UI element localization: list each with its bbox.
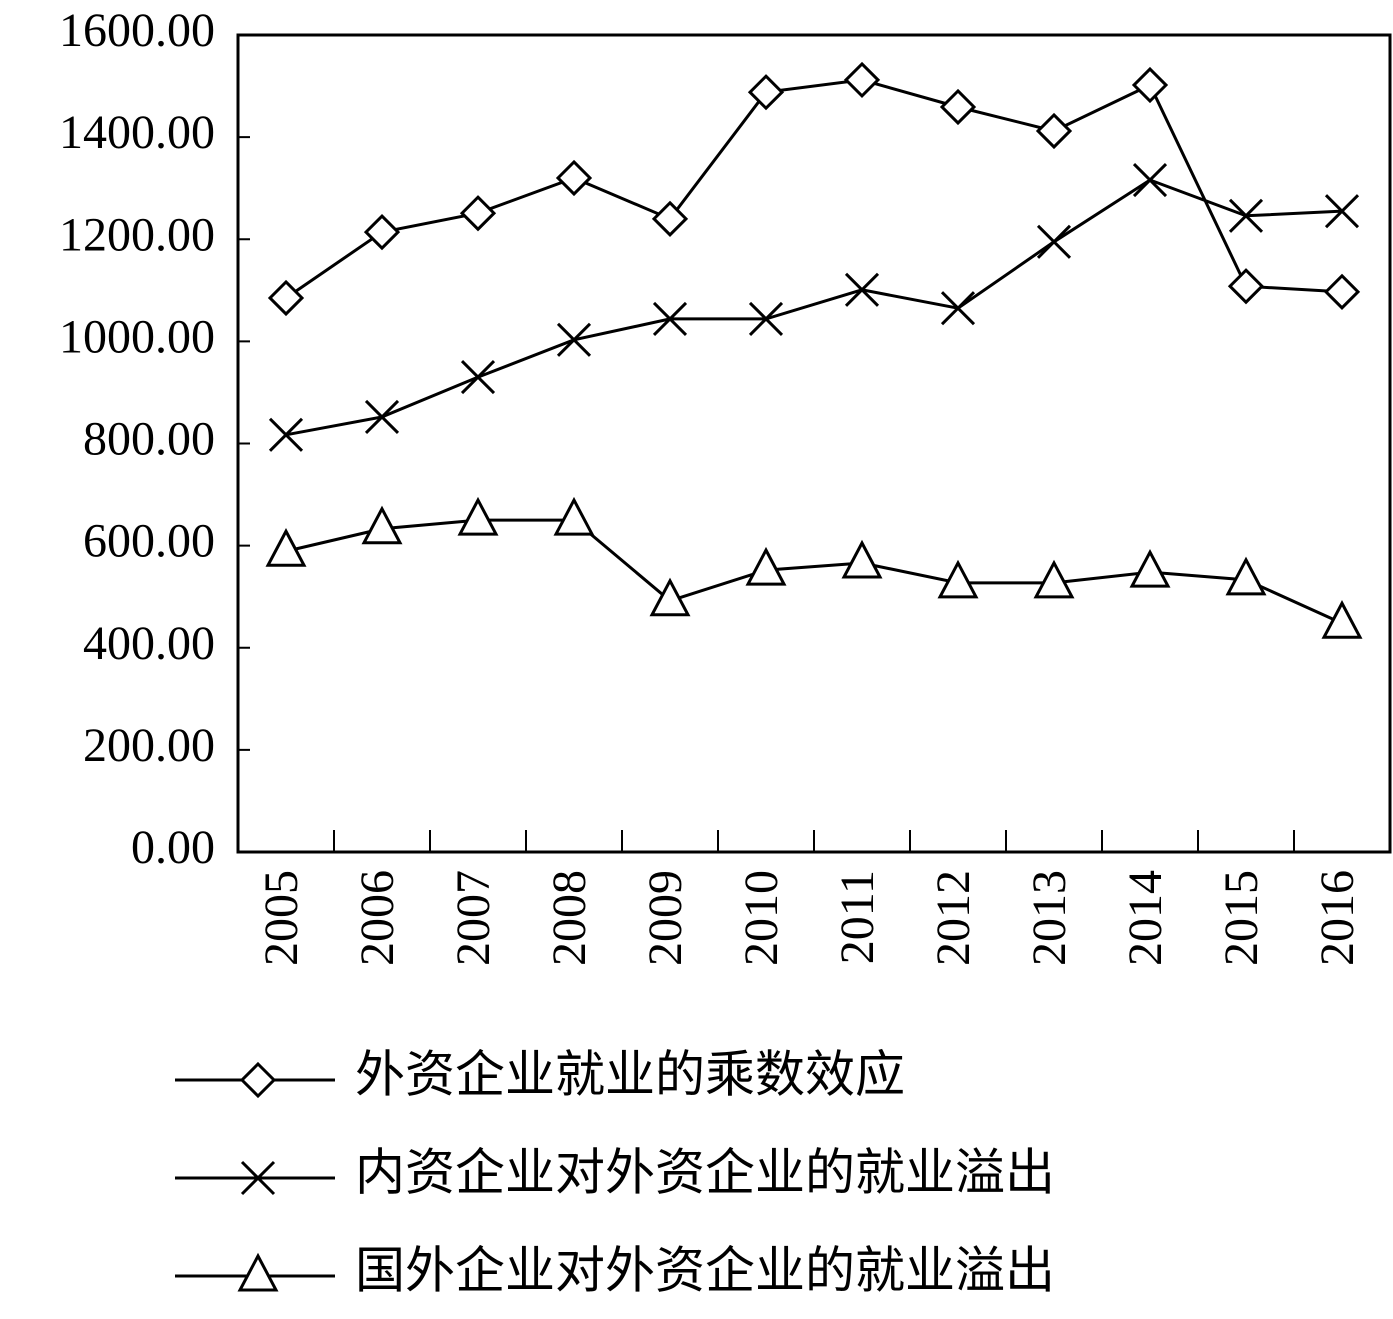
point-marker — [1227, 268, 1265, 305]
point-marker — [363, 213, 401, 251]
x-tick-label: 2013 — [1023, 870, 1076, 966]
legend-marker — [239, 1061, 277, 1099]
point-marker — [748, 301, 784, 336]
legend-marker — [240, 1160, 276, 1196]
series-line — [285, 178, 1343, 437]
x-tick-label: 2009 — [639, 870, 692, 966]
y-tick-label: 600.00 — [83, 515, 215, 568]
y-tick-label: 1600.00 — [59, 4, 215, 57]
x-tick-label: 2012 — [927, 870, 980, 966]
point-marker — [745, 546, 787, 586]
point-marker — [361, 505, 403, 545]
point-marker — [1033, 559, 1075, 599]
point-marker — [1323, 273, 1361, 310]
legend-marker — [237, 1252, 279, 1292]
point-marker — [555, 159, 593, 197]
point-marker — [1129, 548, 1171, 588]
legend-label: 国外企业对外资企业的就业溢出 — [355, 1242, 1055, 1298]
point-marker — [652, 301, 688, 336]
point-marker — [267, 279, 305, 317]
point-marker — [747, 74, 785, 111]
point-marker — [1225, 556, 1267, 596]
y-tick-label: 1200.00 — [59, 208, 215, 261]
x-tick-label: 2011 — [831, 870, 884, 964]
point-marker — [1035, 112, 1073, 150]
y-tick-label: 800.00 — [83, 413, 215, 466]
y-tick-label: 200.00 — [83, 719, 215, 772]
point-marker — [1228, 198, 1264, 233]
x-tick-label: 2008 — [543, 870, 596, 966]
x-tick-label: 2014 — [1119, 870, 1172, 966]
point-marker — [553, 496, 595, 536]
x-tick-label: 2016 — [1311, 870, 1364, 966]
y-tick-label: 1400.00 — [59, 106, 215, 159]
y-tick-label: 400.00 — [83, 617, 215, 670]
x-tick-label: 2007 — [447, 870, 500, 966]
point-marker — [265, 528, 307, 567]
point-marker — [457, 496, 499, 536]
point-marker — [939, 88, 977, 126]
x-tick-label: 2010 — [735, 870, 788, 966]
point-marker — [1036, 224, 1072, 259]
legend-label: 外资企业就业的乘数效应 — [355, 1046, 905, 1102]
y-tick-label: 0.00 — [131, 821, 215, 874]
point-marker — [268, 417, 304, 452]
point-marker — [940, 291, 976, 326]
x-tick-label: 2005 — [255, 870, 308, 966]
point-marker — [460, 360, 496, 395]
y-tick-label: 1000.00 — [59, 310, 215, 363]
point-marker — [1132, 162, 1168, 198]
point-marker — [364, 399, 400, 435]
point-marker — [649, 577, 691, 617]
point-marker — [841, 539, 883, 579]
x-tick-label: 2015 — [1215, 870, 1268, 966]
point-marker — [844, 272, 880, 307]
point-marker — [1324, 194, 1360, 229]
point-marker — [556, 322, 592, 357]
point-marker — [1321, 600, 1363, 639]
legend-label: 内资企业对外资企业的就业溢出 — [355, 1144, 1055, 1200]
plot-frame — [236, 33, 1392, 854]
x-tick-label: 2006 — [351, 870, 404, 966]
point-marker — [1131, 66, 1169, 104]
point-marker — [843, 61, 881, 99]
point-marker — [937, 559, 979, 599]
series-line — [285, 78, 1343, 300]
point-marker — [459, 195, 497, 232]
point-marker — [651, 200, 689, 237]
series-line — [285, 518, 1343, 625]
